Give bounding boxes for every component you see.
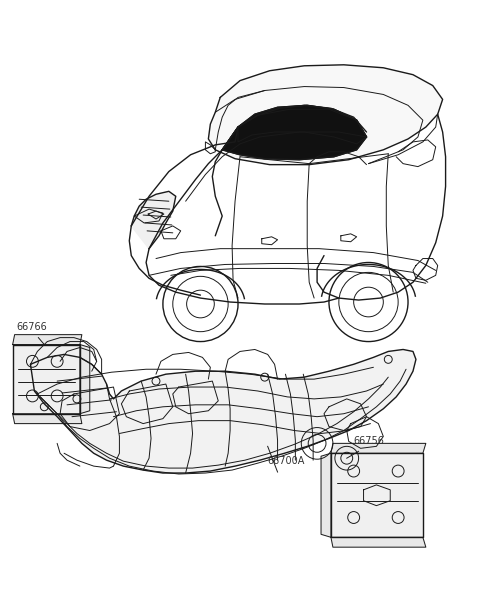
Text: 66700A: 66700A (268, 456, 305, 466)
Text: 66756: 66756 (354, 436, 384, 446)
Polygon shape (331, 453, 423, 537)
Polygon shape (238, 109, 367, 144)
Polygon shape (331, 537, 426, 547)
Polygon shape (134, 209, 163, 223)
Polygon shape (208, 65, 443, 164)
Polygon shape (30, 350, 416, 473)
Polygon shape (131, 191, 176, 248)
Polygon shape (80, 345, 90, 414)
Polygon shape (12, 335, 82, 345)
Text: 66766: 66766 (17, 322, 48, 332)
Polygon shape (321, 453, 331, 537)
Polygon shape (331, 443, 426, 453)
Polygon shape (222, 105, 367, 160)
Polygon shape (12, 345, 80, 414)
Polygon shape (12, 414, 82, 424)
